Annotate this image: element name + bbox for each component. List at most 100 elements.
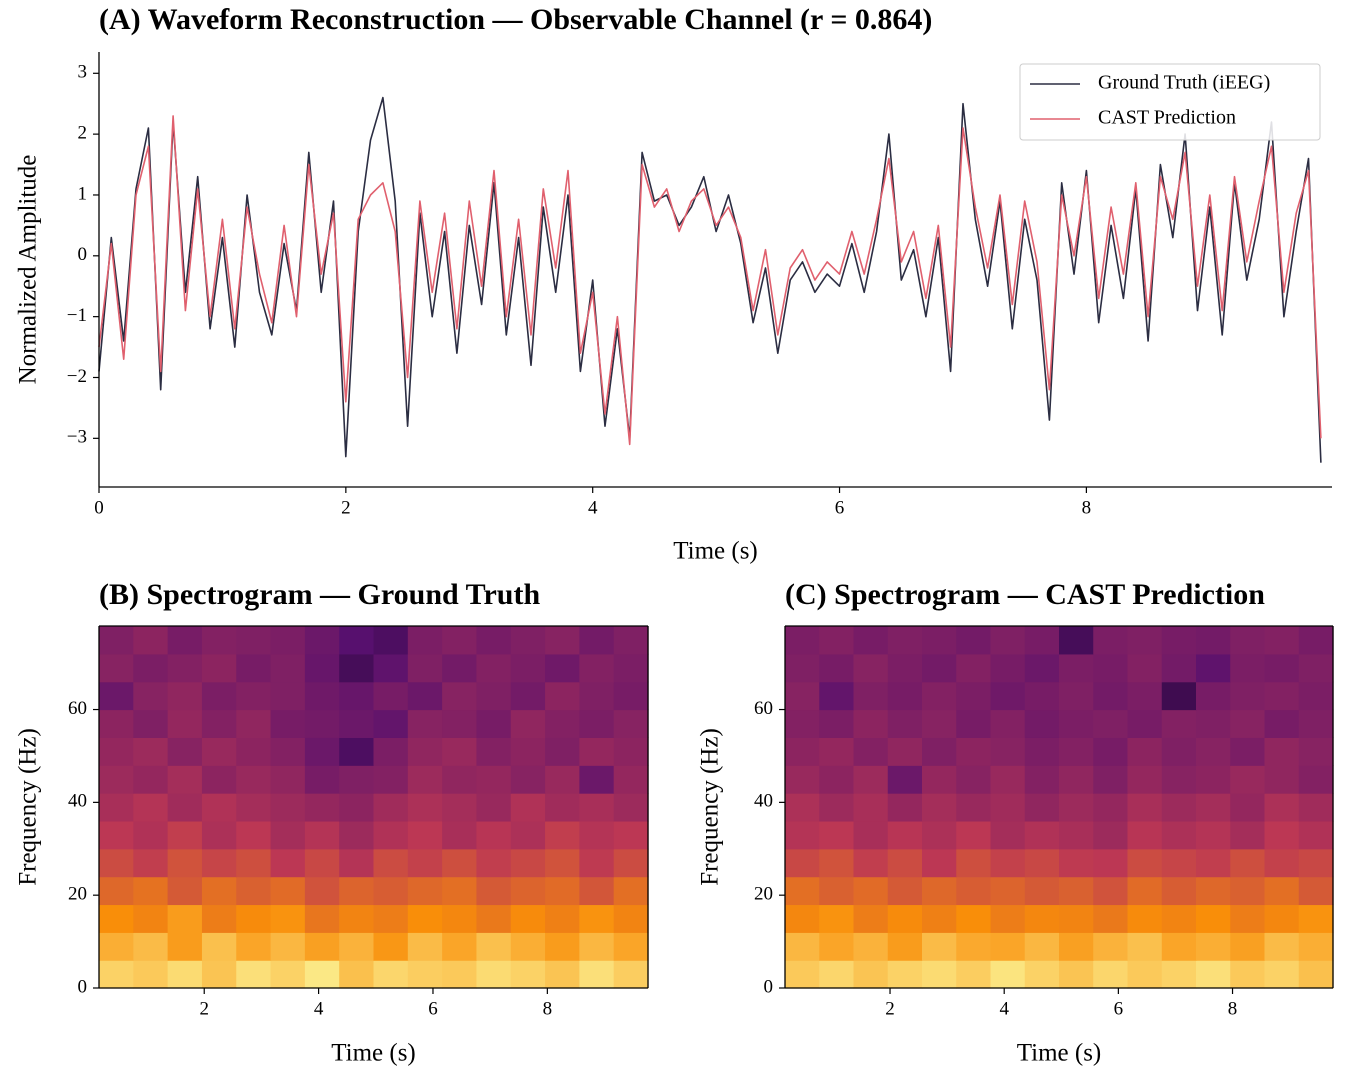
heatmap-cell [853, 737, 889, 766]
heatmap-cell [990, 820, 1026, 850]
heatmap-cell [1024, 932, 1060, 961]
heatmap-cell [407, 820, 443, 850]
heatmap-cell [922, 932, 957, 961]
heatmap-cell [407, 737, 443, 766]
heatmap-cell [887, 709, 923, 738]
heatmap-cell [373, 876, 409, 906]
heatmap-cell [819, 932, 855, 961]
heatmap-cell [1161, 820, 1197, 850]
panel-title: (A) Waveform Reconstruction — Observable… [99, 3, 932, 36]
heatmap-cell [613, 653, 649, 683]
heatmap-cell [339, 793, 375, 822]
heatmap-cell [373, 904, 409, 933]
heatmap-cell [887, 737, 923, 766]
heatmap-cell [922, 709, 957, 738]
heatmap-cell [133, 960, 169, 989]
heatmap-cell [853, 848, 889, 878]
heatmap-cell [545, 653, 580, 683]
heatmap-cell [1264, 904, 1300, 933]
heatmap-cell [407, 626, 443, 655]
heatmap-cell [1127, 793, 1163, 822]
heatmap-cell [236, 960, 272, 989]
heatmap-cell [579, 793, 615, 822]
heatmap-cell [1264, 765, 1300, 794]
heatmap-cell [201, 848, 237, 878]
heatmap-cell [579, 709, 615, 738]
heatmap-cell [1161, 653, 1197, 683]
heatmap-cell [1059, 960, 1094, 989]
heatmap-cell [167, 876, 203, 906]
heatmap-cell [339, 876, 375, 906]
heatmap-cell [270, 765, 306, 794]
heatmap-cell [579, 960, 615, 989]
heatmap-cell [956, 709, 992, 738]
heatmap-cell [133, 626, 169, 655]
heatmap-cell [579, 737, 615, 766]
heatmap-cell [510, 737, 546, 766]
heatmap-cell [990, 681, 1026, 711]
heatmap-cell [304, 626, 340, 655]
heatmap-cell [1230, 765, 1266, 794]
heatmap-cell [853, 904, 889, 933]
heatmap-cell [373, 848, 409, 878]
heatmap-cell [1127, 876, 1163, 906]
heatmap-cell [442, 960, 478, 989]
x-tick-label: 2 [199, 998, 209, 1019]
heatmap-cell [1230, 932, 1266, 961]
heatmap-cell [1024, 709, 1060, 738]
heatmap-cell [201, 765, 237, 794]
heatmap-cell [819, 793, 855, 822]
heatmap-cell [887, 653, 923, 683]
heatmap-cell [270, 793, 306, 822]
heatmap-cell [1196, 626, 1231, 655]
heatmap-cell [442, 709, 478, 738]
heatmap-cell [442, 681, 478, 711]
heatmap-cell [339, 904, 375, 933]
x-tick-label: 8 [1228, 998, 1238, 1019]
heatmap-cell [1298, 820, 1334, 850]
heatmap-cell [1024, 960, 1060, 989]
heatmap-cell [1093, 960, 1129, 989]
heatmap-cell [956, 876, 992, 906]
heatmap-cell [373, 960, 409, 989]
y-axis-label: Frequency (Hz) [15, 728, 42, 886]
heatmap-cell [476, 765, 512, 794]
heatmap-cell [442, 653, 478, 683]
heatmap-cell [1127, 709, 1163, 738]
heatmap-cell [133, 904, 169, 933]
heatmap-cell [442, 904, 478, 933]
heatmap-cell [99, 904, 134, 933]
x-tick-label: 4 [999, 998, 1009, 1019]
panel: (C) Spectrogram — CAST Prediction Time (s… [697, 578, 1334, 1067]
heatmap-cell [167, 681, 203, 711]
x-tick-label: 4 [314, 998, 324, 1019]
heatmap-cell [201, 904, 237, 933]
heatmap-cell [956, 653, 992, 683]
panel: (A) Waveform Reconstruction — Observable… [15, 3, 1332, 565]
heatmap-cell [1059, 709, 1094, 738]
heatmap-cell [407, 793, 443, 822]
heatmap-cell [236, 932, 272, 961]
heatmap-cell [167, 653, 203, 683]
heatmap-cell [167, 932, 203, 961]
y-tick-label: 3 [78, 62, 88, 83]
heatmap-cell [99, 737, 134, 766]
heatmap-cell [1196, 876, 1231, 906]
heatmap-cell [407, 960, 443, 989]
heatmap-cell [442, 737, 478, 766]
heatmap-cell [1161, 793, 1197, 822]
heatmap-cell [1298, 848, 1334, 878]
heatmap-cell [167, 848, 203, 878]
heatmap-cell [99, 932, 134, 961]
heatmap-cell [1024, 681, 1060, 711]
heatmap-cell [99, 876, 134, 906]
heatmap-cell [1127, 681, 1163, 711]
heatmap-cell [887, 626, 923, 655]
heatmap-cell [510, 765, 546, 794]
heatmap-cell [476, 626, 512, 655]
heatmap-cell [304, 653, 340, 683]
line-series [98, 96, 1322, 463]
heatmap-cell [442, 765, 478, 794]
heatmap-cell [785, 709, 820, 738]
heatmap-cell [99, 681, 134, 711]
